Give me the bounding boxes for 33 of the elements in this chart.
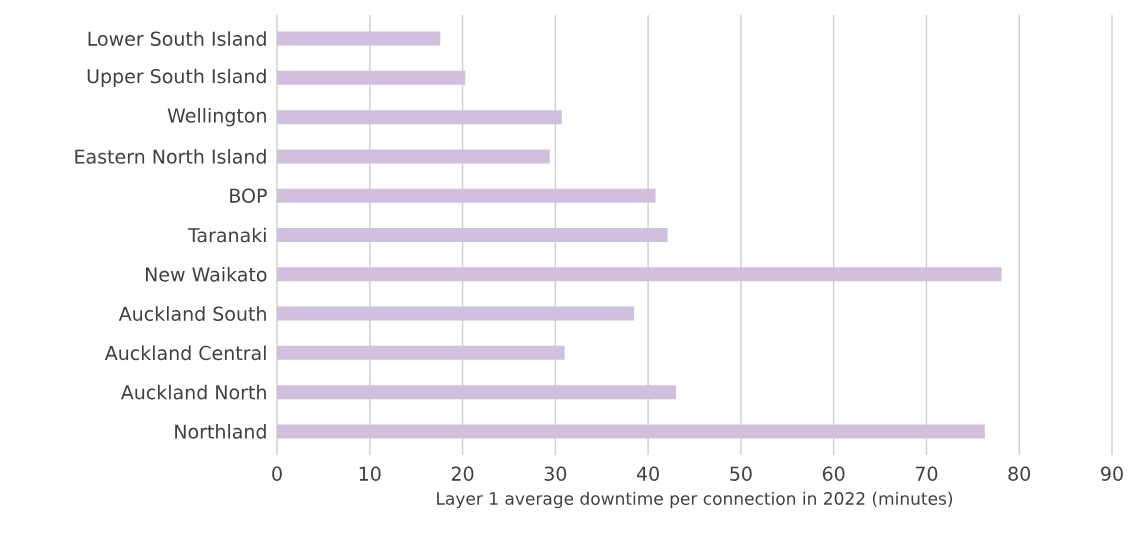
y-tick-label: Auckland Central — [104, 345, 266, 361]
bar — [277, 31, 441, 46]
x-tick-label: 60 — [822, 466, 845, 481]
x-tick-label: 30 — [544, 466, 567, 481]
bar — [277, 70, 466, 85]
y-tick-label: New Waikato — [145, 266, 267, 282]
bar — [277, 306, 635, 321]
x-tick-label: 70 — [915, 466, 938, 481]
bar — [277, 227, 668, 242]
y-tick-label: BOP — [230, 188, 267, 203]
y-tick-label: Wellington — [167, 107, 266, 127]
y-tick-label: Auckland North — [120, 384, 266, 400]
bar — [277, 345, 565, 360]
bar — [277, 267, 1002, 282]
y-tick-label: Upper South Island — [87, 68, 266, 88]
y-tick-label: Lower South Island — [88, 31, 266, 46]
x-axis-title: Layer 1 average downtime per connection in 2022 (minutes) — [437, 491, 953, 509]
x-tick-label: 20 — [451, 466, 474, 481]
x-tick-label: 0 — [272, 466, 282, 481]
bar — [277, 188, 656, 203]
bar — [277, 149, 550, 164]
x-tick-label: 10 — [359, 466, 381, 481]
bar — [277, 424, 985, 439]
x-tick-label: 80 — [1008, 466, 1031, 481]
y-tick-label: Northland — [175, 424, 266, 439]
bar — [277, 385, 676, 400]
x-tick-label: 50 — [730, 466, 752, 481]
y-tick-label: Eastern North Island — [75, 149, 266, 164]
x-tick-label: 40 — [636, 466, 659, 481]
y-tick-label: Taranaki — [187, 227, 266, 243]
bar — [277, 110, 562, 125]
x-tick-label: 90 — [1101, 466, 1123, 481]
y-tick-label: Auckland South — [118, 306, 266, 321]
